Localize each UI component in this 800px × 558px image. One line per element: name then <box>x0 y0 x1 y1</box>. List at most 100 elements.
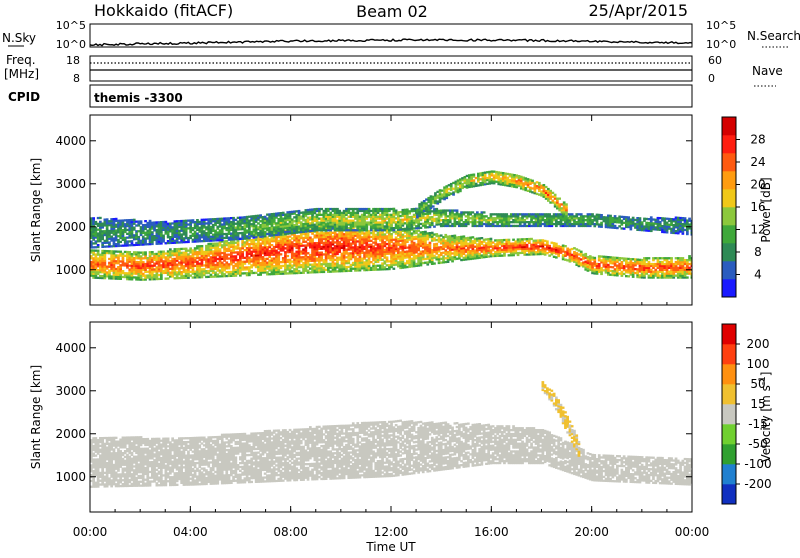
power-cell <box>413 208 416 210</box>
power-cell <box>255 264 258 266</box>
power-cell <box>153 235 156 237</box>
power-cell <box>508 250 511 252</box>
power-cell <box>232 265 235 267</box>
noise-tick-top-left: 10^5 <box>56 19 86 32</box>
power-cell <box>149 231 152 233</box>
power-cell <box>381 247 384 249</box>
power-cell <box>343 258 346 260</box>
power-cell <box>476 251 479 253</box>
power-cell <box>323 242 326 244</box>
power-cell <box>487 255 490 257</box>
power-cell <box>648 261 651 263</box>
power-cell <box>345 241 348 243</box>
power-cell <box>318 232 321 234</box>
power-cell <box>345 270 348 272</box>
power-cell <box>648 257 651 259</box>
noise-tick-top-right: 10^5 <box>706 19 736 32</box>
power-cell <box>402 243 405 245</box>
power-cell <box>133 251 136 253</box>
power-cell <box>185 255 188 257</box>
power-cell <box>225 240 228 242</box>
power-cell <box>149 271 152 273</box>
power-cell <box>316 250 319 252</box>
power-cell <box>456 236 459 238</box>
power-cell <box>393 221 396 223</box>
power-cell <box>350 252 353 254</box>
power-cell <box>508 241 511 243</box>
power-cell <box>465 243 468 245</box>
power-cell <box>97 244 100 246</box>
power-cell <box>142 273 145 275</box>
power-cell <box>630 264 633 266</box>
power-cell <box>268 256 271 258</box>
power-cell <box>311 208 314 210</box>
power-cell <box>598 257 601 259</box>
power-cell <box>316 242 319 244</box>
power-cell <box>174 273 177 275</box>
power-cell <box>194 249 197 251</box>
power-cell <box>546 240 549 242</box>
power-cell <box>119 223 122 225</box>
power-cell <box>264 240 267 242</box>
power-cell <box>178 250 181 252</box>
power-cell <box>180 230 183 232</box>
power-cell <box>318 214 321 216</box>
power-cell <box>284 213 287 215</box>
power-cell <box>496 253 499 255</box>
power-cell <box>228 254 231 256</box>
power-cell <box>237 221 240 223</box>
power-cell <box>616 267 619 269</box>
power-cell <box>496 241 499 243</box>
power-cell <box>487 252 490 254</box>
power-cell <box>420 243 423 245</box>
power-cell <box>386 243 389 245</box>
power-cell <box>239 238 242 240</box>
power-cell <box>318 218 321 220</box>
power-cell <box>345 266 348 268</box>
power-cell <box>153 265 156 267</box>
power-cell <box>417 261 420 263</box>
power-cell <box>460 251 463 253</box>
power-cell <box>221 256 224 258</box>
power-cell <box>580 251 583 253</box>
power-cell <box>291 211 294 213</box>
power-cell <box>444 240 447 242</box>
power-cell <box>201 245 204 247</box>
power-cell <box>196 219 199 221</box>
power-cell <box>99 217 102 219</box>
power-cell <box>370 214 373 216</box>
power-cell <box>334 237 337 239</box>
power-cell <box>329 214 332 216</box>
power-cell <box>327 238 330 240</box>
power-cell <box>106 266 109 268</box>
power-cell <box>302 262 305 264</box>
power-cell <box>476 245 479 247</box>
power-cell <box>370 267 373 269</box>
power-cell <box>212 243 215 245</box>
power-cell <box>365 261 368 263</box>
power-cell <box>668 261 671 263</box>
power-cell <box>225 261 228 263</box>
power-cell <box>174 262 177 264</box>
power-cell <box>162 221 165 223</box>
power-cell <box>600 255 603 257</box>
power-cell <box>377 265 380 267</box>
power-cell <box>216 231 219 233</box>
power-cell <box>476 255 479 257</box>
power-cell <box>185 227 188 229</box>
power-cell <box>467 254 470 256</box>
power-cell <box>174 250 177 252</box>
power-cell <box>542 253 545 255</box>
power-cell <box>302 258 305 260</box>
power-cell <box>329 265 332 267</box>
power-cell <box>153 268 156 270</box>
power-cell <box>397 221 400 223</box>
power-cell <box>146 271 149 273</box>
power-cell <box>413 252 416 254</box>
power-cell <box>481 243 484 245</box>
power-cell <box>259 243 262 245</box>
power-cell <box>131 269 134 271</box>
power-cell <box>397 234 400 236</box>
power-cell <box>241 251 244 253</box>
power-cell <box>323 253 326 255</box>
